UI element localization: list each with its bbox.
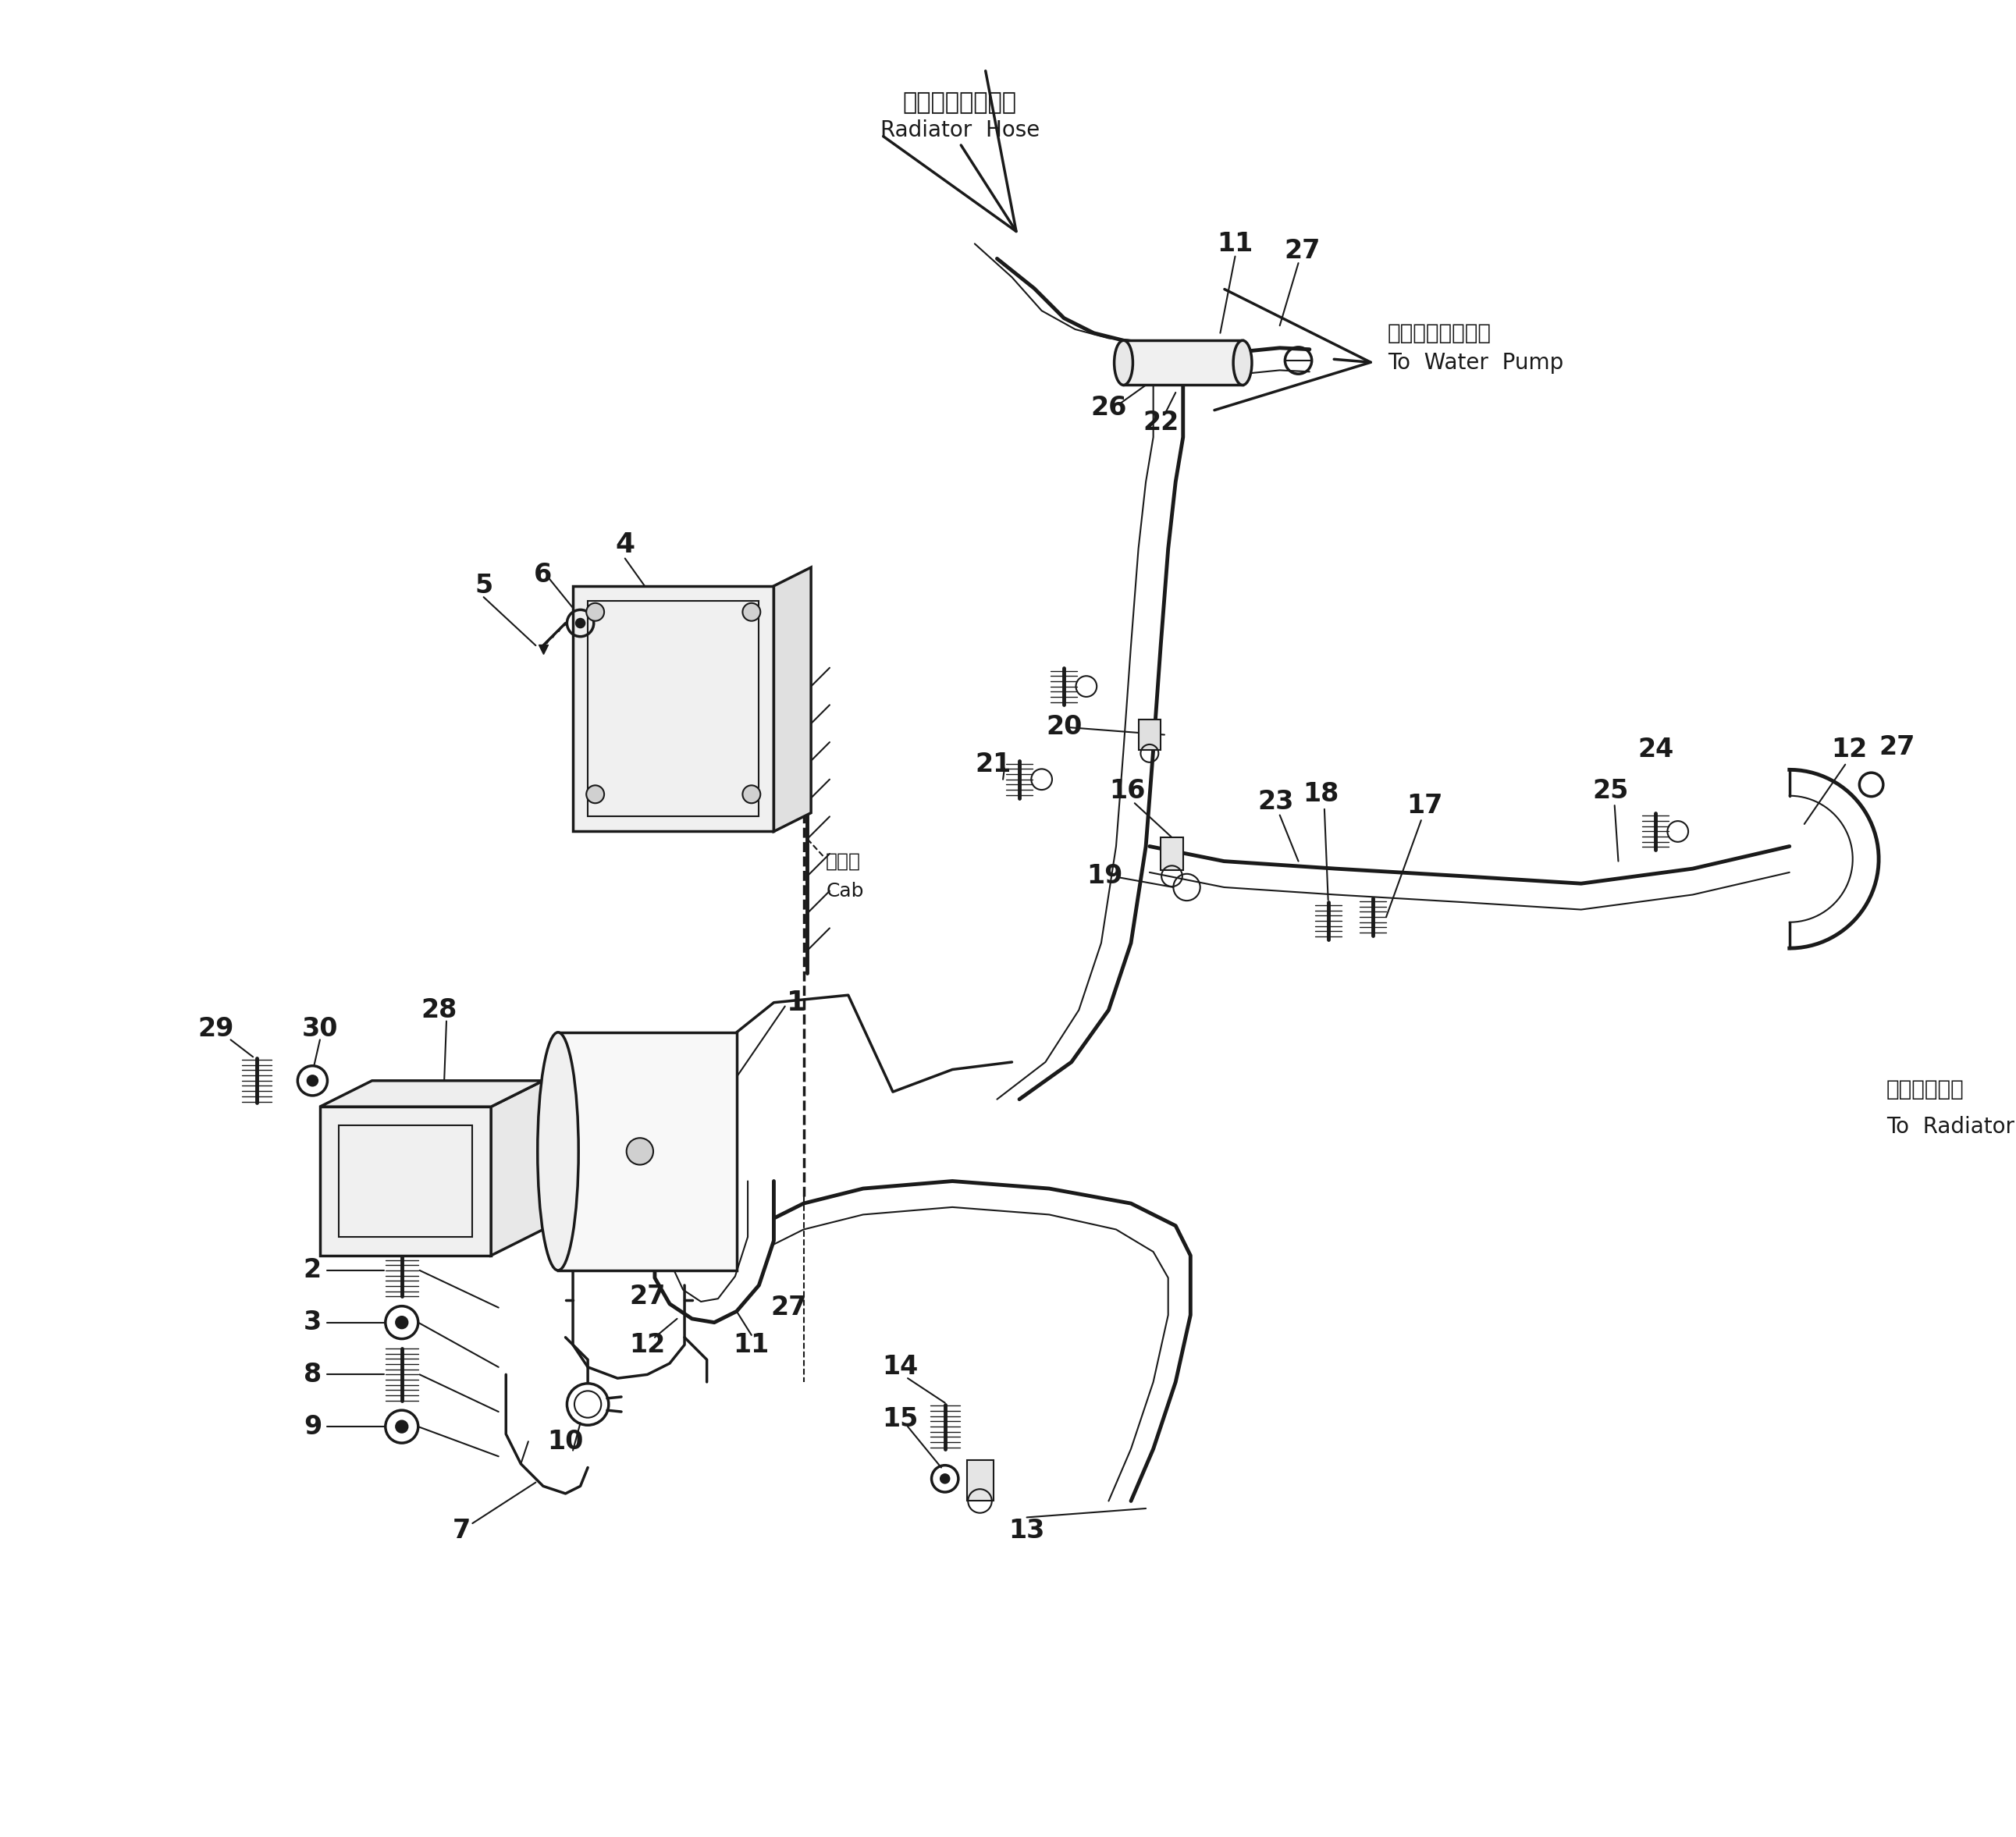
Text: 15: 15 — [883, 1407, 919, 1433]
Circle shape — [587, 603, 605, 621]
Text: 30: 30 — [302, 1016, 339, 1042]
Circle shape — [627, 1137, 653, 1165]
Text: キャブ: キャブ — [827, 852, 861, 871]
Text: 23: 23 — [1258, 788, 1294, 814]
Text: Radiator  Hose: Radiator Hose — [881, 119, 1040, 141]
Bar — [558, 1032, 736, 1271]
Text: 27: 27 — [1879, 735, 1915, 761]
Polygon shape — [321, 1080, 542, 1106]
Text: 21: 21 — [976, 751, 1012, 777]
Text: 12: 12 — [629, 1332, 665, 1358]
Text: 6: 6 — [534, 562, 552, 588]
Text: 27: 27 — [629, 1284, 665, 1310]
Text: 7: 7 — [452, 1517, 470, 1543]
Bar — [1123, 340, 1242, 386]
Text: 11: 11 — [734, 1332, 770, 1358]
Text: 16: 16 — [1109, 777, 1145, 803]
Circle shape — [395, 1420, 407, 1433]
Text: 18: 18 — [1302, 781, 1339, 806]
Text: 8: 8 — [304, 1361, 323, 1387]
Text: To  Radiator: To Radiator — [1887, 1115, 2014, 1137]
Text: 14: 14 — [883, 1354, 919, 1380]
Text: ラジエータヘ: ラジエータヘ — [1887, 1078, 1964, 1100]
Circle shape — [577, 619, 585, 628]
Text: 9: 9 — [304, 1414, 323, 1440]
Text: 3: 3 — [304, 1310, 323, 1335]
Polygon shape — [774, 568, 810, 832]
Text: 24: 24 — [1637, 737, 1673, 762]
Text: 2: 2 — [304, 1258, 321, 1284]
Text: 28: 28 — [421, 997, 458, 1023]
Text: 20: 20 — [1046, 715, 1083, 740]
Ellipse shape — [1115, 340, 1133, 386]
Polygon shape — [492, 1080, 542, 1255]
Text: 12: 12 — [1831, 737, 1867, 762]
Text: 10: 10 — [548, 1429, 583, 1455]
Text: 22: 22 — [1143, 410, 1179, 435]
Text: ラジエータホース: ラジエータホース — [903, 92, 1016, 114]
Text: 25: 25 — [1593, 777, 1629, 803]
Bar — [573, 586, 774, 832]
Text: 1: 1 — [786, 990, 806, 1016]
Text: ウォータポンプヘ: ウォータポンプヘ — [1387, 321, 1492, 344]
Text: To  Water  Pump: To Water Pump — [1387, 353, 1564, 373]
Bar — [1139, 720, 1161, 749]
Ellipse shape — [538, 1032, 579, 1271]
Bar — [1161, 838, 1183, 871]
Text: 11: 11 — [1218, 231, 1254, 257]
Text: Cab: Cab — [827, 882, 863, 900]
Circle shape — [306, 1075, 319, 1086]
Circle shape — [395, 1317, 407, 1328]
Bar — [968, 1460, 994, 1501]
Text: 13: 13 — [1008, 1517, 1044, 1543]
Text: 19: 19 — [1087, 863, 1123, 889]
Circle shape — [941, 1475, 950, 1482]
Bar — [321, 1106, 492, 1255]
Ellipse shape — [1234, 340, 1252, 386]
Text: 26: 26 — [1091, 395, 1127, 421]
Text: 27: 27 — [1284, 239, 1320, 265]
Text: 29: 29 — [198, 1016, 234, 1042]
Text: 17: 17 — [1407, 792, 1443, 817]
Text: 4: 4 — [615, 531, 635, 558]
Circle shape — [742, 603, 760, 621]
Circle shape — [587, 786, 605, 803]
Text: 27: 27 — [770, 1295, 806, 1321]
Bar — [589, 601, 758, 817]
Text: 5: 5 — [474, 573, 492, 599]
Circle shape — [742, 786, 760, 803]
Bar — [339, 1126, 472, 1236]
